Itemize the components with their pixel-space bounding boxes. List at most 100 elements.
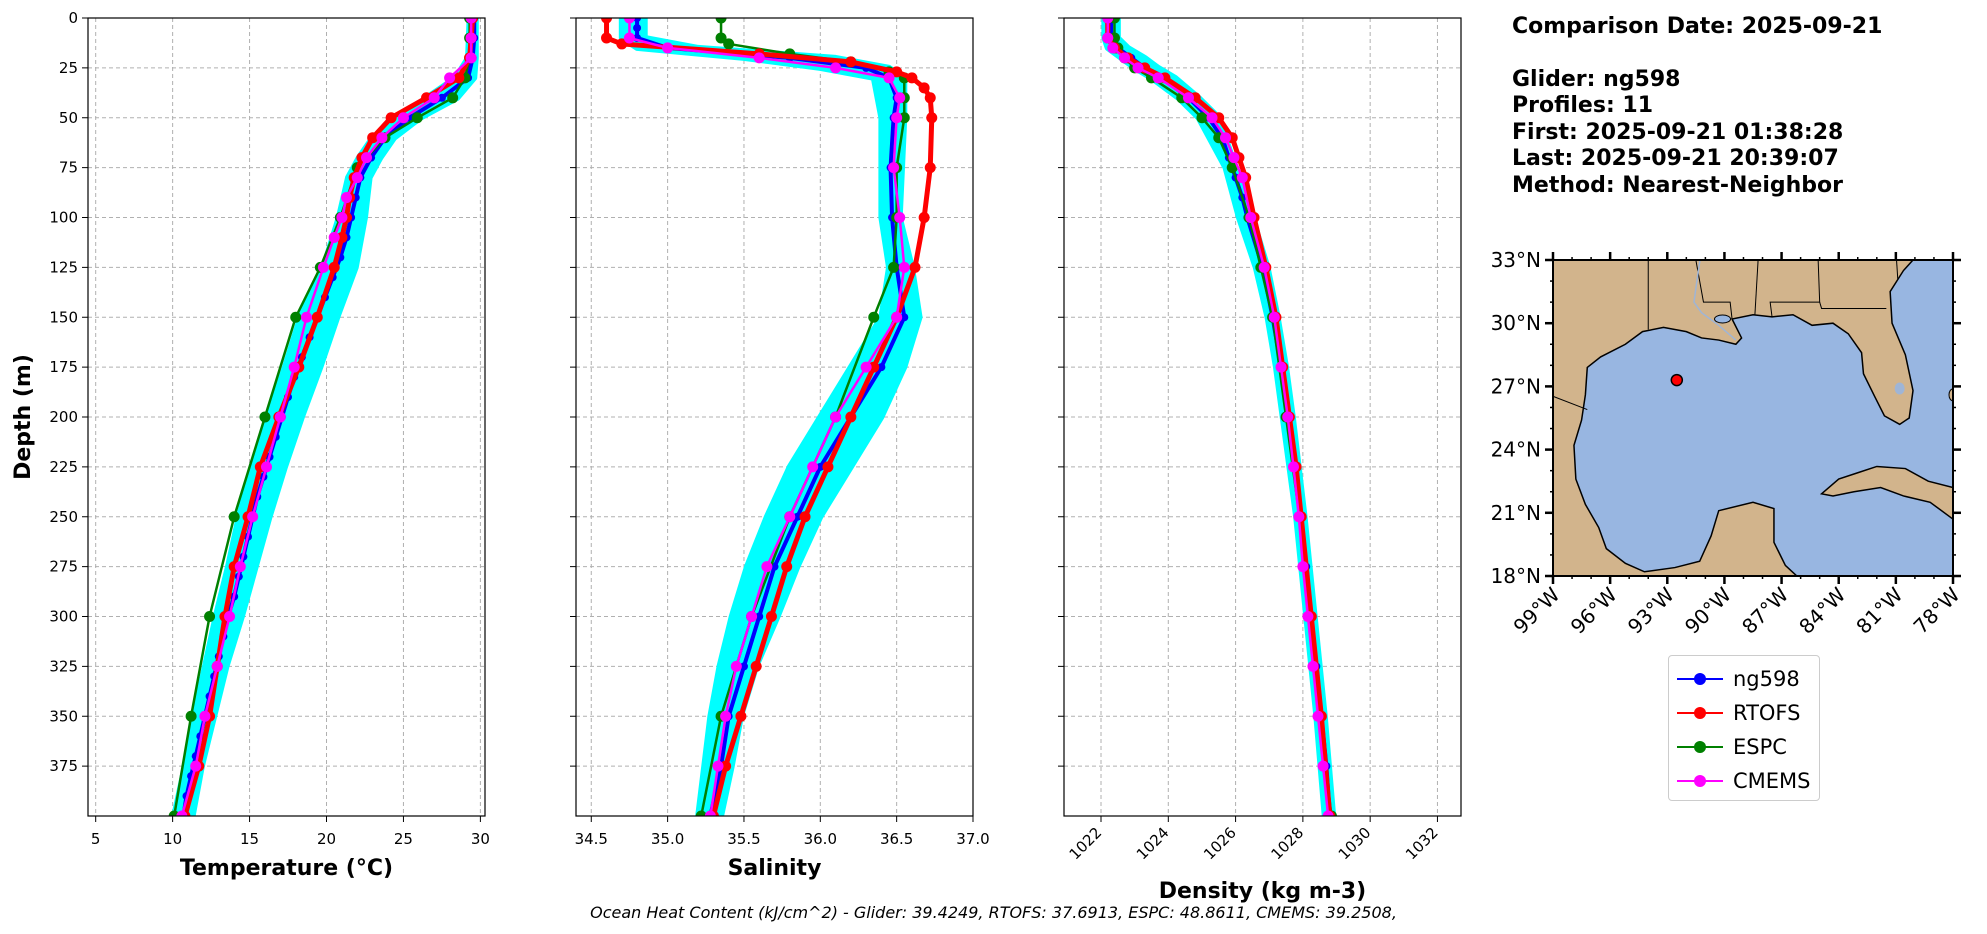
data-point (891, 311, 903, 323)
state-border (1769, 260, 1821, 317)
legend-item-cmems: CMEMS (1677, 764, 1811, 798)
data-point (720, 760, 732, 772)
y-tick-label: 250 (49, 508, 78, 526)
map-lon-label: 90°W (1680, 582, 1736, 638)
data-point (1182, 92, 1194, 104)
data-point (385, 112, 397, 124)
map-lat-label: 30°N (1491, 311, 1541, 335)
legend-label: ESPC (1733, 735, 1787, 759)
x-axis-label: Temperature (°C) (180, 856, 393, 881)
x-tick-label: 5 (91, 830, 101, 848)
x-axis-label: Salinity (728, 856, 822, 881)
data-point (1206, 112, 1218, 124)
data-point (397, 112, 409, 124)
comparison-date: Comparison Date: 2025-09-21 (1512, 14, 1883, 39)
last-time: Last: 2025-09-21 20:39:07 (1512, 146, 1839, 171)
first-time: First: 2025-09-21 01:38:28 (1512, 119, 1844, 145)
legend: ng598 RTOFS ESPC CMEMS (1668, 655, 1820, 801)
state-border (1896, 260, 1899, 279)
y-tick-label: 375 (49, 757, 78, 775)
map-lat-label: 27°N (1491, 374, 1541, 398)
data-point (437, 93, 446, 102)
y-tick-label: 100 (49, 209, 78, 227)
data-point (753, 52, 765, 64)
legend-label: RTOFS (1733, 701, 1801, 725)
x-tick-label: 1026 (1200, 824, 1240, 864)
data-point (1152, 72, 1164, 84)
data-point (888, 261, 900, 273)
x-tick-label: 1022 (1066, 824, 1106, 864)
data-point (712, 760, 724, 772)
island (1960, 423, 1968, 435)
data-point (465, 52, 477, 64)
data-point (695, 810, 707, 816)
x-tick-label: 20 (317, 830, 336, 848)
map-lat-label: 18°N (1491, 564, 1541, 588)
info-block: Comparison Date: 2025-09-21 Glider: ng598… (1512, 14, 1882, 199)
data-point (784, 511, 796, 523)
glider-name: Glider: ng598 (1512, 66, 1681, 92)
x-tick-label: 1028 (1267, 824, 1307, 864)
x-tick-label: 10 (163, 830, 182, 848)
x-tick-label: 35.5 (727, 830, 760, 848)
data-point (1107, 42, 1119, 54)
data-point (328, 231, 340, 243)
y-tick-label: 350 (49, 707, 78, 725)
data-point (1258, 261, 1270, 273)
y-tick-label: 0 (68, 9, 78, 27)
data-point (447, 92, 459, 104)
data-point (190, 760, 202, 772)
data-point (411, 112, 423, 124)
y-tick-label: 50 (59, 109, 78, 127)
data-point (909, 261, 921, 273)
data-point (199, 710, 211, 722)
x-tick-label: 1030 (1335, 824, 1375, 864)
data-point (924, 162, 936, 174)
map-lat-label: 21°N (1491, 501, 1541, 525)
data-point (746, 611, 758, 622)
data-point (1268, 311, 1280, 323)
map-area (1553, 260, 1968, 576)
data-point (888, 162, 900, 174)
x-tick-label: 34.5 (575, 830, 608, 848)
legend-swatch (1677, 671, 1723, 687)
legend-item-espc: ESPC (1677, 730, 1811, 764)
map-lon-label: 87°W (1737, 582, 1793, 638)
data-point (900, 313, 909, 322)
lake (1714, 314, 1732, 324)
data-point (894, 212, 906, 223)
data-point (301, 311, 313, 323)
data-point (918, 82, 930, 94)
data-point (830, 62, 842, 74)
data-point (453, 72, 465, 84)
legend-item-rtofs: RTOFS (1677, 696, 1811, 730)
data-point (211, 660, 223, 672)
map-frame (1552, 259, 1954, 577)
data-point (367, 132, 379, 144)
legend-swatch (1677, 739, 1723, 755)
y-tick-label: 125 (49, 258, 78, 276)
series-line-rtofs (604, 18, 935, 816)
data-point (730, 660, 742, 672)
data-point (311, 311, 323, 323)
data-point (176, 810, 188, 816)
data-point (288, 361, 300, 373)
profile-panel-2: 34.5 35.0 35.5 36.0 36.5 37.0 Salinity (570, 17, 990, 881)
river (1693, 260, 1737, 341)
y-tick-label: 25 (59, 59, 78, 77)
data-point (623, 32, 635, 44)
x-tick-label: 30 (471, 830, 490, 848)
method: Method: Nearest-Neighbor (1512, 172, 1843, 198)
data-point (1119, 52, 1131, 64)
data-point (1102, 18, 1114, 24)
data-point (720, 710, 732, 722)
y-axis-label: Depth (m) (11, 354, 36, 480)
data-point (715, 32, 727, 44)
y-tick-label: 150 (49, 308, 78, 326)
map-lon-label: 99°W (1509, 582, 1565, 638)
data-point (1293, 511, 1305, 523)
x-tick-label: 15 (240, 830, 259, 848)
data-point (891, 112, 903, 124)
series-cmems (176, 18, 477, 816)
map-lon-label: 93°W (1623, 582, 1679, 638)
